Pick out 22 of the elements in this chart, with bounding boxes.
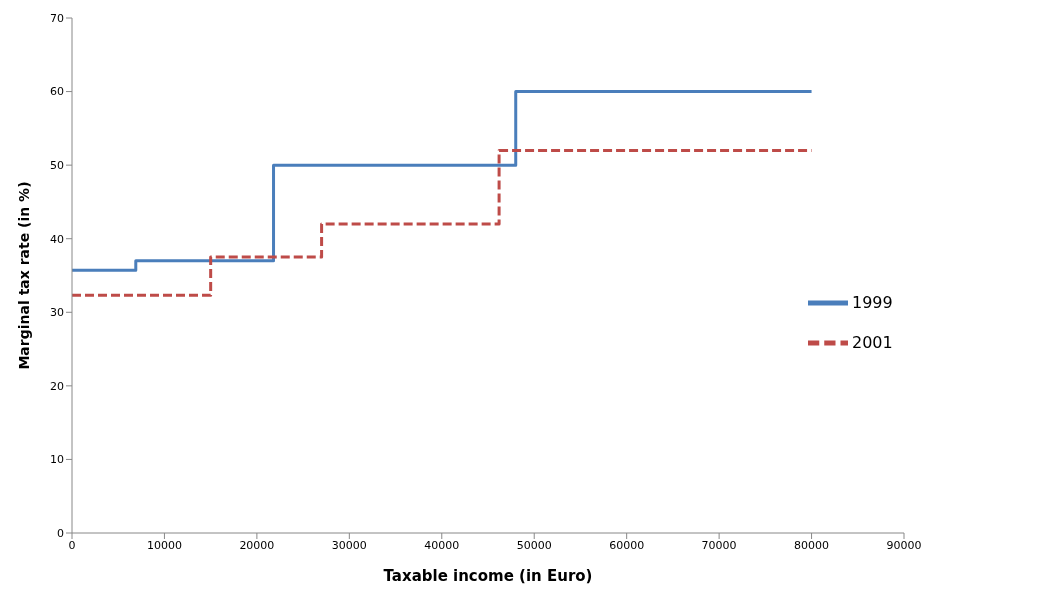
x-tick-label: 30000	[331, 538, 367, 552]
y-tick-label: 0	[57, 526, 64, 540]
legend-label: 2001	[852, 332, 893, 352]
y-axis-title: Marginal tax rate (in %)	[15, 181, 32, 370]
x-tick-label: 20000	[239, 538, 275, 552]
x-tick-label: 0	[68, 538, 76, 552]
x-tick-label: 10000	[146, 538, 182, 552]
x-axis-title: Taxable income (in Euro)	[383, 567, 593, 585]
x-tick-label: 40000	[424, 538, 460, 552]
x-tick-label: 80000	[794, 538, 830, 552]
y-tick-label: 60	[50, 85, 64, 99]
x-tick-label: 60000	[609, 538, 645, 552]
x-tick-label: 70000	[701, 538, 737, 552]
y-tick-label: 50	[50, 159, 64, 173]
legend-label: 1999	[852, 292, 893, 312]
y-tick-label: 30	[50, 306, 64, 320]
y-tick-label: 10	[50, 453, 64, 467]
y-tick-label: 40	[50, 232, 64, 246]
y-tick-label: 20	[50, 379, 64, 393]
x-tick-label: 50000	[516, 538, 552, 552]
x-tick-label: 90000	[886, 538, 922, 552]
y-tick-label: 70	[50, 11, 64, 25]
